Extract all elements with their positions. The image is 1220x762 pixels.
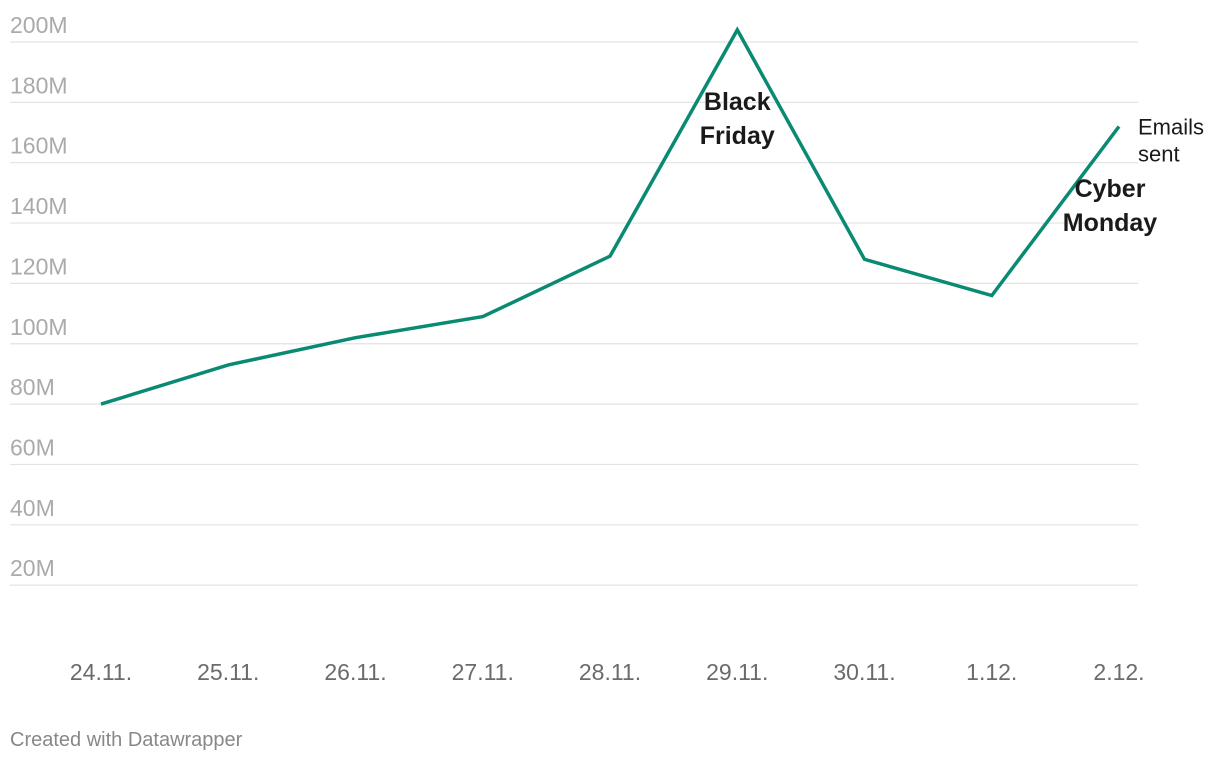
series-end-label: Emails sent <box>1138 114 1204 166</box>
x-tick-label: 2.12. <box>1093 659 1144 685</box>
x-tick-label: 25.11. <box>197 659 259 685</box>
annotation-label: Cyber Monday <box>1063 175 1158 237</box>
y-tick-label: 20M <box>10 555 55 581</box>
y-tick-label: 40M <box>10 495 55 521</box>
x-tick-label: 29.11. <box>706 659 768 685</box>
annotations: Black Friday Cyber Monday <box>700 88 1158 237</box>
x-tick-label: 30.11. <box>833 659 895 685</box>
y-tick-label: 200M <box>10 12 68 38</box>
x-tick-label: 27.11. <box>452 659 514 685</box>
x-tick-label: 28.11. <box>579 659 641 685</box>
gridlines <box>10 41 1138 586</box>
y-tick-label: 100M <box>10 314 68 340</box>
x-tick-label: 1.12. <box>966 659 1017 685</box>
y-tick-label: 160M <box>10 133 68 159</box>
x-tick-label: 24.11. <box>70 659 132 685</box>
y-axis-tick-labels: 20M 40M 60M 80M 100M 120M 140M 160M 180M 200M <box>10 12 68 581</box>
credit-text: Created with Datawrapper <box>10 729 243 751</box>
y-tick-label: 120M <box>10 253 68 279</box>
x-tick-label: 26.11. <box>324 659 386 685</box>
series-label: Emails sent <box>1138 114 1204 166</box>
y-tick-label: 80M <box>10 374 55 400</box>
x-axis-tick-labels: 24.11. 25.11. 26.11. 27.11. 28.11. 29.11. 30.1… <box>70 659 1145 685</box>
y-tick-label: 60M <box>10 434 55 460</box>
series-line <box>100 26 1121 406</box>
y-tick-label: 180M <box>10 72 68 98</box>
y-tick-label: 140M <box>10 193 68 219</box>
annotation-label: Black Friday <box>700 88 775 150</box>
series-lines <box>100 26 1121 406</box>
